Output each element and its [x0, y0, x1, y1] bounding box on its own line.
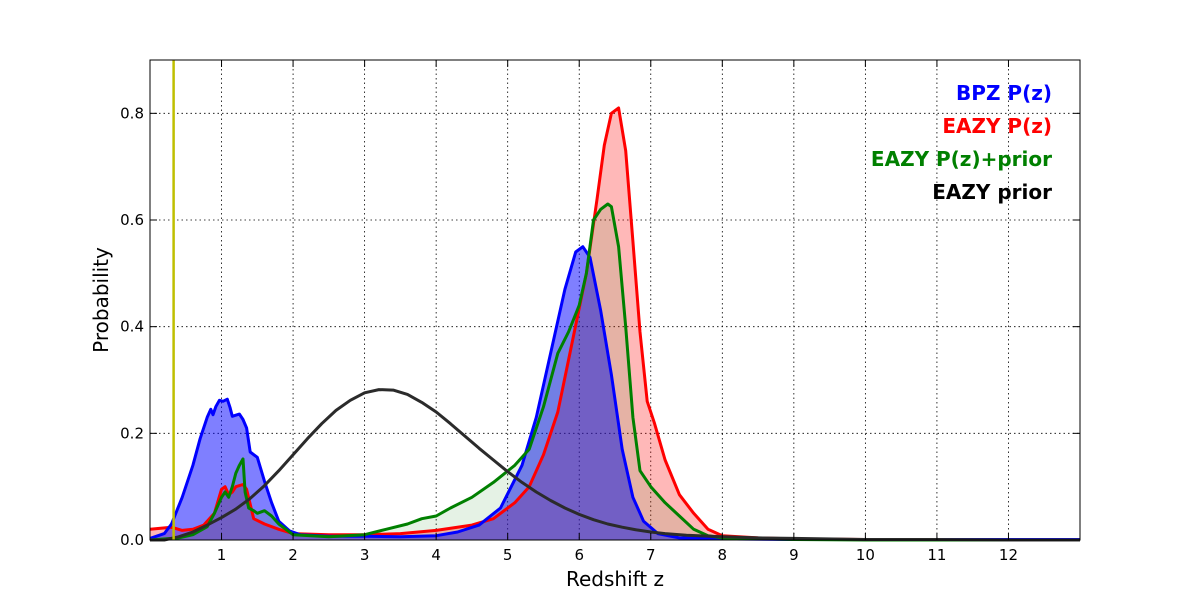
series-fill-bpz-p-z: [150, 246, 1080, 540]
series-line-eazy-p-z-prior: [149, 202, 1080, 542]
x-tick-label: 11: [927, 546, 946, 564]
x-tick-label: 12: [999, 546, 1018, 564]
y-axis-label: Probability: [89, 247, 113, 353]
series-fills: [150, 108, 1080, 540]
legend-entry: EAZY prior: [932, 180, 1052, 204]
x-tick-label: 7: [646, 546, 656, 564]
legend-entry: EAZY P(z)+prior: [871, 147, 1052, 171]
series-lines: [149, 106, 1080, 542]
series-line-eazy-prior: [150, 388, 1080, 542]
y-tick-label: 0.4: [120, 318, 144, 336]
series-line-eazy-p-z: [149, 106, 1080, 542]
x-tick-label: 1: [217, 546, 227, 564]
axis-ticks: 1 2 3 4 5 6 7 8 9 10 11 120.00.20.40.60.8: [120, 60, 1080, 564]
x-tick-label: 5: [503, 546, 513, 564]
plot-area-frame: [149, 59, 1081, 541]
x-tick-label: 3: [360, 546, 370, 564]
x-tick-label: 9: [789, 546, 799, 564]
series-fill-eazy-p-z-prior: [150, 204, 1080, 540]
x-axis-label: Redshift z: [566, 567, 664, 591]
legend: BPZ P(z) EAZY P(z) EAZY P(z)+prior EAZY pri…: [871, 81, 1052, 204]
legend-entry: EAZY P(z): [942, 114, 1052, 138]
y-tick-label: 0.2: [120, 424, 144, 442]
x-tick-label: 8: [718, 546, 728, 564]
y-tick-label: 0.6: [120, 211, 144, 229]
x-tick-label: 10: [856, 546, 875, 564]
x-tick-label: 2: [288, 546, 298, 564]
y-tick-label: 0.8: [120, 104, 144, 122]
x-tick-label: 4: [431, 546, 441, 564]
x-tick-label: 6: [574, 546, 584, 564]
legend-entry: BPZ P(z): [956, 81, 1052, 105]
y-tick-label: 0.0: [120, 531, 144, 549]
series-fill-eazy-p-z: [150, 108, 1080, 540]
